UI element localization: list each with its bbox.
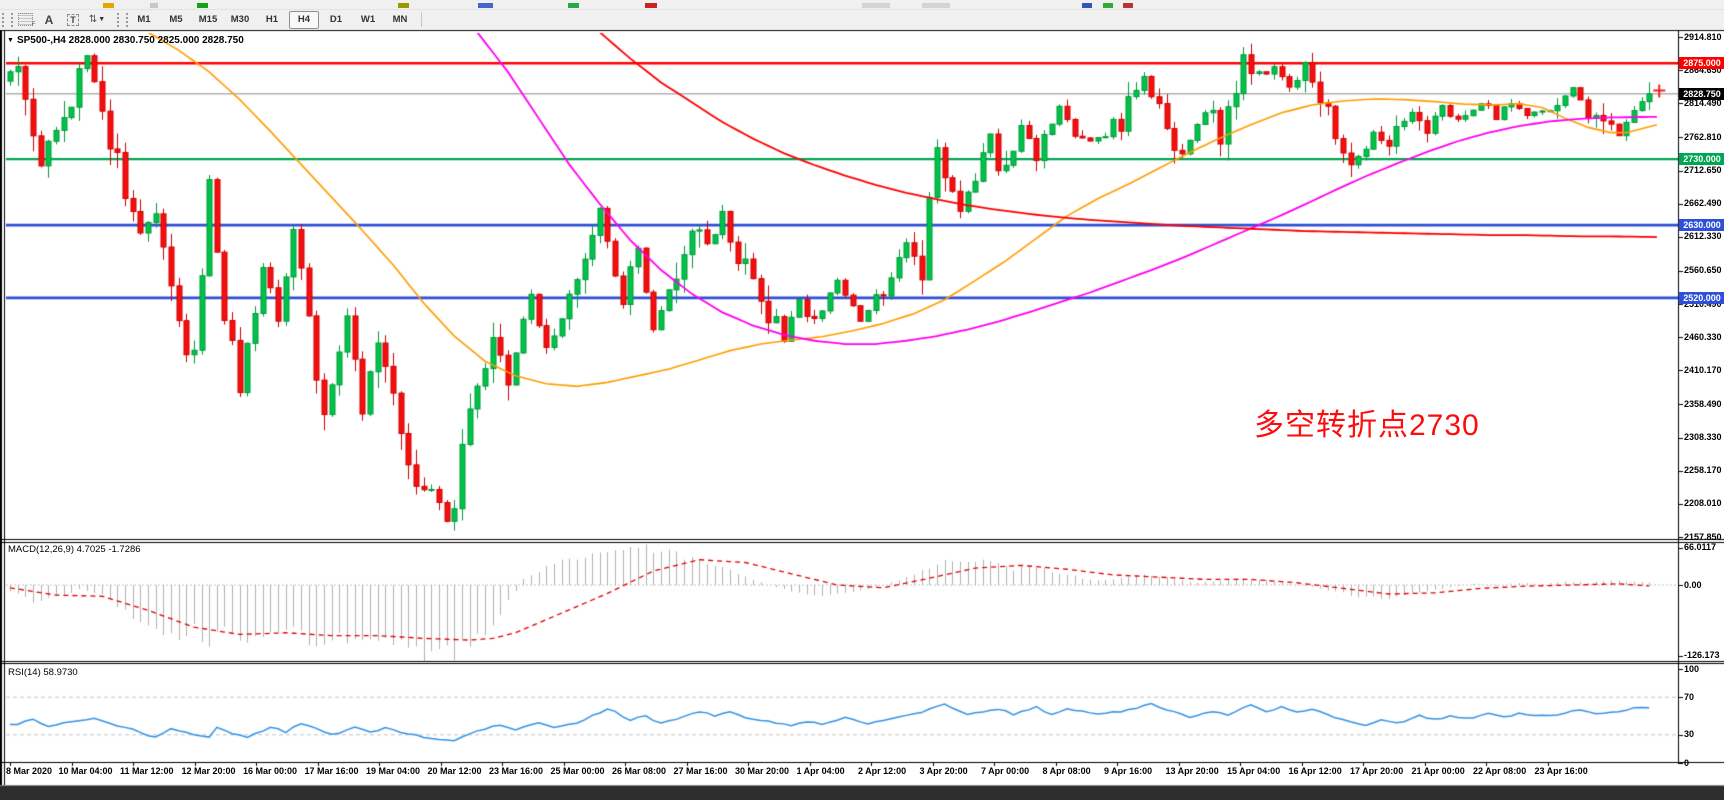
clipped-icon xyxy=(150,3,158,8)
timeframe-m1-button[interactable]: M1 xyxy=(137,14,151,25)
price-level-badge: 2828.750 xyxy=(1679,87,1724,100)
text-box-icon: T xyxy=(67,13,79,26)
clipped-icon xyxy=(478,3,493,8)
period-separator-grid-icon[interactable]: F xyxy=(14,11,36,29)
clipped-icon xyxy=(103,3,114,8)
timeframe-m15-button[interactable]: M15 xyxy=(198,14,218,25)
toolbar-separator xyxy=(421,12,422,27)
price-level-badge: 2520.000 xyxy=(1679,291,1724,304)
timeframe-d1-button[interactable]: D1 xyxy=(329,14,343,25)
timeframe-m5-button[interactable]: M5 xyxy=(169,14,183,25)
clipped-icon xyxy=(645,3,657,8)
toolbar-row-clipped xyxy=(0,0,1724,10)
label-tool-button[interactable]: A xyxy=(38,11,60,29)
text-tool-button[interactable]: T xyxy=(62,11,84,29)
price-level-badge: 2630.000 xyxy=(1679,219,1724,232)
timeframe-h4-button[interactable]: H4 xyxy=(289,10,319,29)
clipped-icon xyxy=(862,3,890,8)
timeframe-mn-button[interactable]: MN xyxy=(392,14,408,25)
toolbar: F A T ⇅ ▼ M1 M5 M15 M30 H1 H4 D1 W1 MN xyxy=(0,10,1724,29)
clipped-icon xyxy=(1082,3,1092,8)
clipped-icon xyxy=(1103,3,1113,8)
timeframe-m30-button[interactable]: M30 xyxy=(230,14,250,25)
clipped-icon xyxy=(922,3,950,8)
chevron-down-icon: ▼ xyxy=(98,16,106,23)
letter-a-icon: A xyxy=(44,12,54,27)
timeframe-h1-button[interactable]: H1 xyxy=(265,14,279,25)
clipped-icon xyxy=(197,3,208,8)
price-level-badge: 2875.000 xyxy=(1679,57,1724,70)
clipped-icon xyxy=(568,3,579,8)
arrows-icon: ⇅ xyxy=(88,14,98,25)
dotted-grid-icon: F xyxy=(17,13,36,28)
clipped-icon xyxy=(1123,3,1133,8)
toolbar-grip[interactable] xyxy=(117,12,128,27)
toolbar-grip[interactable] xyxy=(2,12,13,27)
clipped-icon xyxy=(398,3,409,8)
arrows-tool-button[interactable]: ⇅ ▼ xyxy=(86,11,108,29)
price-level-badge: 2730.000 xyxy=(1679,153,1724,166)
timeframe-w1-button[interactable]: W1 xyxy=(360,14,376,25)
